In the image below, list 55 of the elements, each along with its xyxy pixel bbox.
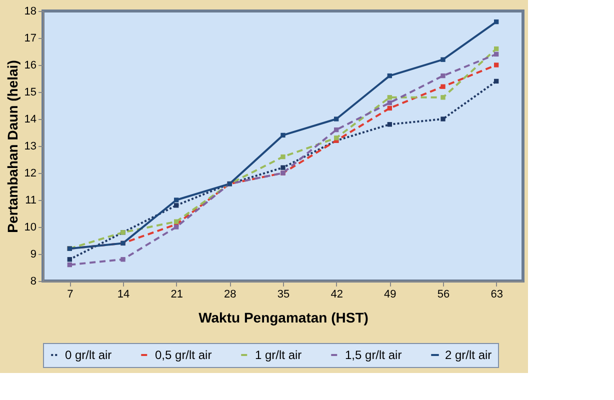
point [387,73,392,78]
point [174,224,179,230]
point [440,116,446,122]
y-tick-label: 16 [24,60,36,72]
x-tick-label: 28 [224,288,236,300]
point [387,122,392,127]
y-tick-label: 11 [25,194,36,206]
y-tick-label: 15 [24,86,36,98]
y-tick-label: 17 [24,32,36,44]
point [334,136,339,140]
legend-label: 2 gr/lt air [445,348,492,362]
y-tick-label: 12 [24,168,36,180]
point [494,78,499,84]
point [120,257,126,262]
y-tick-label: 10 [24,222,36,234]
point [67,262,72,268]
point [494,52,499,57]
x-tick-label: 7 [67,288,74,300]
point [280,132,286,138]
y-tick-label: 8 [30,276,36,288]
point [494,46,499,52]
point [280,154,286,160]
legend-label: 1 gr/lt air [255,348,302,362]
point [440,95,446,100]
point [174,203,179,208]
point [387,106,392,111]
point [440,57,446,62]
x-tick-label: 63 [490,288,503,300]
point [174,198,179,202]
point [334,116,339,122]
point [494,62,499,68]
y-tick-label: 14 [24,114,36,126]
x-tick-label: 42 [330,288,343,300]
point [440,84,446,89]
point [440,73,446,78]
legend-label: 0 gr/lt air [65,348,112,362]
x-tick-label: 35 [277,288,290,300]
y-axis-title: Pertambahan Daun (helai) [4,60,20,233]
point [334,127,339,132]
point [280,165,286,170]
x-tick-label: 49 [384,288,396,300]
legend-label: 1,5 gr/lt air [345,348,402,362]
point [494,19,499,24]
x-tick-label: 21 [170,288,183,300]
y-tick-label: 13 [24,140,36,152]
y-tick-label: 18 [24,6,36,18]
x-tick-label: 14 [117,288,130,300]
y-tick-label: 9 [30,248,36,260]
legend-label: 0,5 gr/lt air [155,348,212,362]
point [387,100,392,106]
x-tick-label: 56 [437,288,450,300]
point [174,219,179,224]
point [67,257,72,262]
point [387,95,392,100]
x-axis-title: Waktu Pengamatan (HST) [198,310,368,326]
